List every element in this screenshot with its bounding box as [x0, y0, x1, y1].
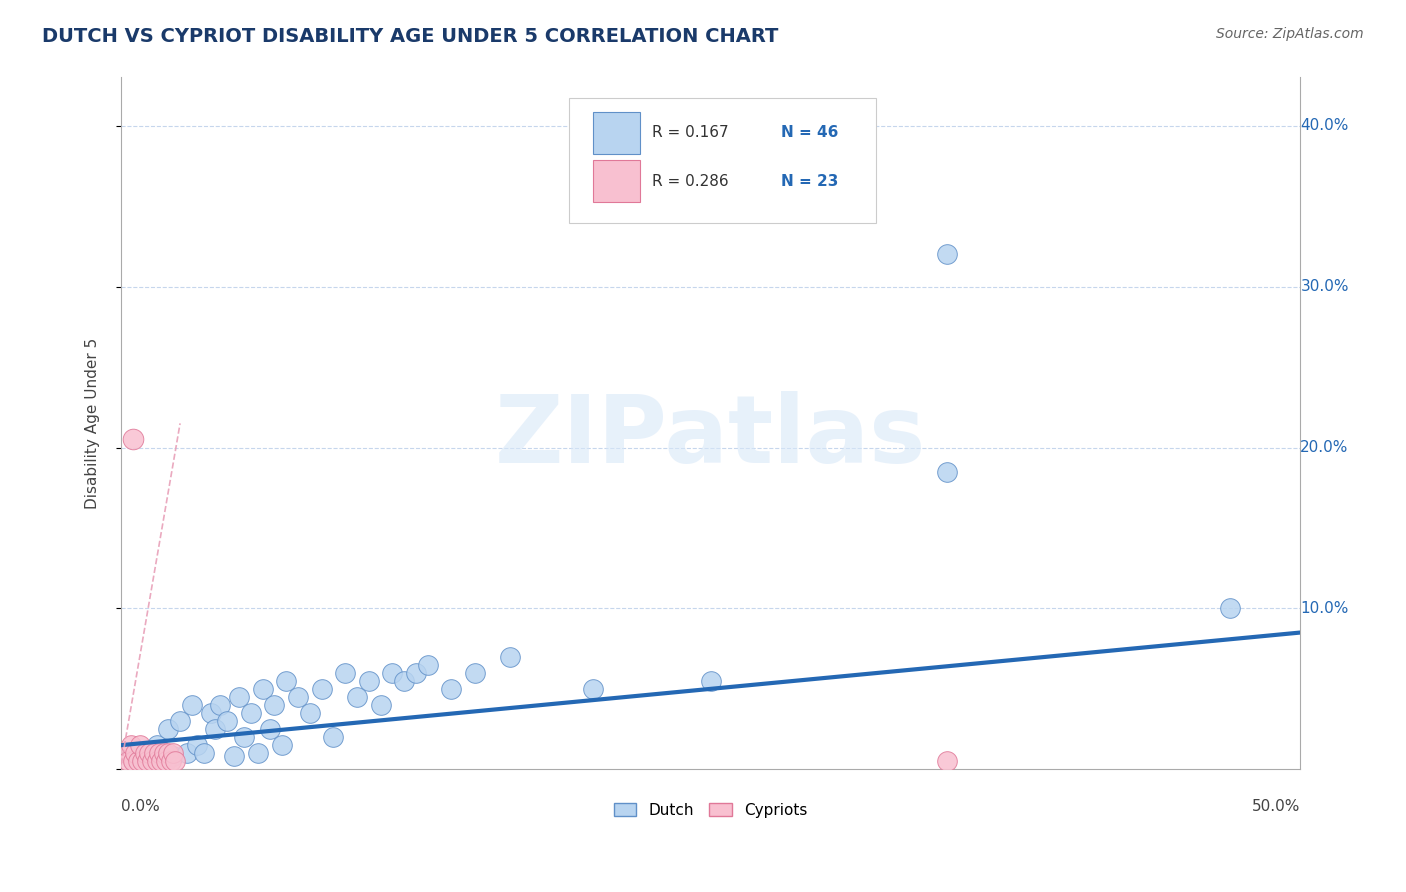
Point [263, 698, 285, 712]
Text: 0.0%: 0.0% [121, 799, 160, 814]
Point [122, 433, 145, 447]
Point [276, 673, 298, 688]
Point [252, 681, 274, 696]
Point [217, 714, 239, 728]
Point [440, 681, 463, 696]
Text: R = 0.286: R = 0.286 [652, 174, 728, 189]
Text: 40.0%: 40.0% [1301, 119, 1348, 133]
Text: 10.0%: 10.0% [1301, 601, 1348, 615]
Point [157, 722, 180, 736]
Point [176, 746, 198, 760]
Text: 20.0%: 20.0% [1301, 440, 1348, 455]
Point [162, 749, 184, 764]
Point [346, 690, 368, 704]
Legend: Dutch, Cypriots: Dutch, Cypriots [607, 797, 814, 824]
Point [169, 714, 191, 728]
Text: N = 23: N = 23 [782, 174, 839, 189]
Point [157, 746, 180, 760]
Text: DUTCH VS CYPRIOT DISABILITY AGE UNDER 5 CORRELATION CHART: DUTCH VS CYPRIOT DISABILITY AGE UNDER 5 … [42, 27, 779, 45]
Point [381, 665, 404, 680]
Point [122, 754, 145, 768]
Point [1219, 601, 1241, 615]
Point [152, 754, 174, 768]
Point [150, 754, 173, 768]
Text: 30.0%: 30.0% [1301, 279, 1348, 294]
Point [117, 754, 139, 768]
Point [155, 754, 177, 768]
Point [699, 673, 721, 688]
Point [165, 754, 187, 768]
Point [152, 746, 174, 760]
Point [499, 649, 522, 664]
Point [298, 706, 321, 720]
Point [582, 681, 605, 696]
Point [136, 754, 159, 768]
Point [122, 754, 145, 768]
Point [464, 665, 486, 680]
Point [180, 698, 202, 712]
Text: R = 0.167: R = 0.167 [652, 125, 728, 140]
Point [143, 746, 166, 760]
FancyBboxPatch shape [569, 98, 876, 223]
Text: 50.0%: 50.0% [1251, 799, 1301, 814]
Point [246, 746, 269, 760]
Point [162, 746, 184, 760]
Point [145, 754, 167, 768]
Point [935, 465, 957, 479]
Text: N = 46: N = 46 [782, 125, 839, 140]
Point [287, 690, 309, 704]
Point [322, 730, 344, 744]
Y-axis label: Disability Age Under 5: Disability Age Under 5 [86, 338, 100, 509]
Point [129, 738, 152, 752]
Point [259, 722, 281, 736]
Point [138, 746, 160, 760]
Text: Source: ZipAtlas.com: Source: ZipAtlas.com [1216, 27, 1364, 41]
Point [120, 738, 142, 752]
Point [239, 706, 262, 720]
Point [270, 738, 292, 752]
Point [115, 746, 138, 760]
FancyBboxPatch shape [593, 161, 640, 202]
Point [138, 754, 160, 768]
Point [228, 690, 250, 704]
Point [204, 722, 226, 736]
Point [392, 673, 415, 688]
Point [129, 746, 152, 760]
Point [127, 754, 149, 768]
Point [141, 754, 163, 768]
Point [148, 746, 170, 760]
Point [193, 746, 215, 760]
Point [232, 730, 254, 744]
Point [416, 657, 439, 672]
Point [134, 746, 156, 760]
Point [159, 754, 181, 768]
Point [145, 738, 167, 752]
Point [124, 746, 146, 760]
Point [200, 706, 222, 720]
Point [209, 698, 232, 712]
Point [335, 665, 357, 680]
Point [131, 754, 153, 768]
Text: ZIPatlas: ZIPatlas [495, 392, 927, 483]
Point [935, 247, 957, 261]
Point [357, 673, 380, 688]
Point [405, 665, 427, 680]
Point [370, 698, 392, 712]
Point [224, 749, 246, 764]
Point [935, 754, 957, 768]
Point [311, 681, 333, 696]
FancyBboxPatch shape [593, 112, 640, 153]
Point [186, 738, 208, 752]
